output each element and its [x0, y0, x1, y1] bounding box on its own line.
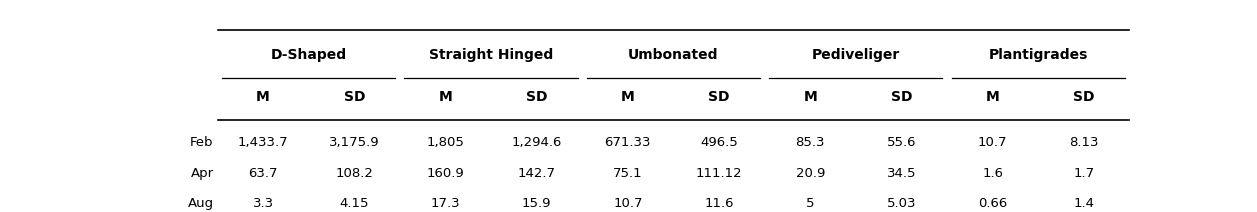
Text: Straight Hinged: Straight Hinged [429, 48, 553, 62]
Text: 75.1: 75.1 [613, 167, 642, 180]
Text: 17.3: 17.3 [431, 197, 460, 210]
Text: SD: SD [891, 90, 913, 104]
Text: 8.13: 8.13 [1068, 137, 1099, 149]
Text: Feb: Feb [190, 137, 214, 149]
Text: 20.9: 20.9 [796, 167, 825, 180]
Text: Aug: Aug [187, 197, 214, 210]
Text: Umbonated: Umbonated [628, 48, 719, 62]
Text: 1,805: 1,805 [426, 137, 464, 149]
Text: 1.4: 1.4 [1073, 197, 1095, 210]
Text: 63.7: 63.7 [249, 167, 278, 180]
Text: Apr: Apr [191, 167, 214, 180]
Text: SD: SD [343, 90, 365, 104]
Text: 1.7: 1.7 [1073, 167, 1095, 180]
Text: M: M [803, 90, 817, 104]
Text: 3.3: 3.3 [253, 197, 274, 210]
Text: 11.6: 11.6 [704, 197, 734, 210]
Text: D-Shaped: D-Shaped [270, 48, 347, 62]
Text: SD: SD [525, 90, 547, 104]
Text: 5.03: 5.03 [886, 197, 916, 210]
Text: 108.2: 108.2 [336, 167, 373, 180]
Text: 4.15: 4.15 [339, 197, 370, 210]
Text: 496.5: 496.5 [700, 137, 738, 149]
Text: SD: SD [1073, 90, 1095, 104]
Text: 3,175.9: 3,175.9 [329, 137, 380, 149]
Text: 1.6: 1.6 [982, 167, 1003, 180]
Text: 5: 5 [806, 197, 815, 210]
Text: M: M [985, 90, 999, 104]
Text: Plantigrades: Plantigrades [988, 48, 1087, 62]
Text: Pediveliger: Pediveliger [812, 48, 900, 62]
Text: 1,433.7: 1,433.7 [238, 137, 288, 149]
Text: M: M [256, 90, 270, 104]
Text: 55.6: 55.6 [886, 137, 916, 149]
Text: 34.5: 34.5 [886, 167, 916, 180]
Text: 160.9: 160.9 [426, 167, 464, 180]
Text: 671.33: 671.33 [605, 137, 651, 149]
Text: SD: SD [708, 90, 730, 104]
Text: 0.66: 0.66 [978, 197, 1007, 210]
Text: 1,294.6: 1,294.6 [512, 137, 562, 149]
Text: 85.3: 85.3 [796, 137, 825, 149]
Text: 15.9: 15.9 [522, 197, 552, 210]
Text: 142.7: 142.7 [518, 167, 556, 180]
Text: 10.7: 10.7 [613, 197, 642, 210]
Text: M: M [439, 90, 453, 104]
Text: M: M [621, 90, 635, 104]
Text: 10.7: 10.7 [978, 137, 1007, 149]
Text: 111.12: 111.12 [695, 167, 743, 180]
